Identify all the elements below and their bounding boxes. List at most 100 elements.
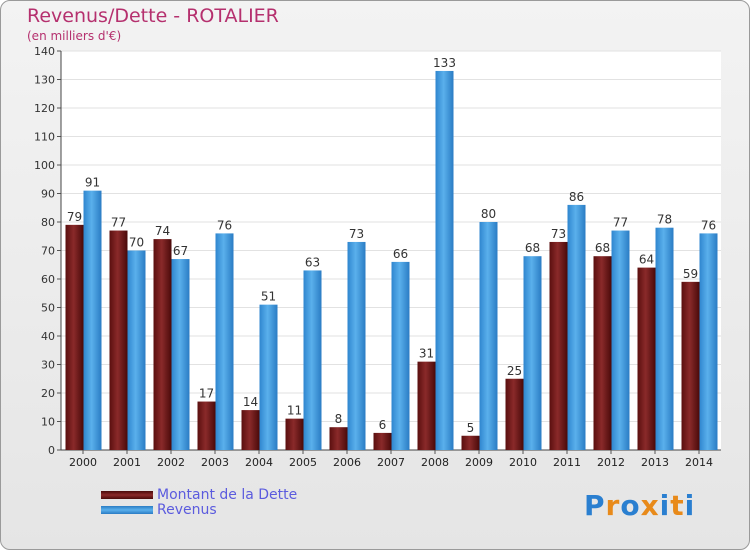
legend: Montant de la Dette Revenus xyxy=(101,486,298,518)
bar-revenus-2004 xyxy=(259,304,278,450)
data-label-revenus-2000: 91 xyxy=(85,176,100,190)
data-label-dette-2010: 25 xyxy=(507,364,522,378)
bar-revenus-2003 xyxy=(215,233,234,450)
data-label-dette-2011: 73 xyxy=(551,227,566,241)
data-label-dette-2000: 79 xyxy=(67,210,82,224)
logo-letter: x xyxy=(640,489,660,522)
data-label-dette-2006: 8 xyxy=(335,412,343,426)
bar-revenus-2008 xyxy=(435,70,454,450)
bar-revenus-2002 xyxy=(171,259,190,450)
legend-item-revenus: Revenus xyxy=(101,501,297,518)
x-tick-label: 2010 xyxy=(509,456,537,469)
y-tick-label: 130 xyxy=(34,74,55,87)
data-label-revenus-2014: 76 xyxy=(701,218,716,232)
data-label-dette-2004: 14 xyxy=(243,395,258,409)
x-tick-label: 2012 xyxy=(597,456,625,469)
y-tick-label: 50 xyxy=(41,302,55,315)
bar-revenus-2011 xyxy=(567,204,586,450)
data-label-revenus-2004: 51 xyxy=(261,290,276,304)
x-tick-label: 2009 xyxy=(465,456,493,469)
x-tick-label: 2005 xyxy=(289,456,317,469)
data-label-dette-2012: 68 xyxy=(595,241,610,255)
bar-dette-2002 xyxy=(153,239,172,450)
data-label-dette-2001: 77 xyxy=(111,216,126,230)
chart-title: Revenus/Dette - ROTALIER xyxy=(27,5,279,27)
data-label-revenus-2003: 76 xyxy=(217,218,232,232)
x-tick-label: 2013 xyxy=(641,456,669,469)
logo-letter: r xyxy=(605,489,621,522)
legend-item-dette: Montant de la Dette xyxy=(101,486,298,503)
bar-revenus-2010 xyxy=(523,256,542,450)
bar-dette-2007 xyxy=(373,432,392,450)
bar-dette-2012 xyxy=(593,256,612,450)
y-tick-label: 0 xyxy=(48,444,55,457)
bar-dette-2003 xyxy=(197,401,216,450)
y-tick-label: 70 xyxy=(41,245,55,258)
bar-dette-2001 xyxy=(109,230,128,450)
bar-dette-2008 xyxy=(417,361,436,450)
data-label-revenus-2012: 77 xyxy=(613,216,628,230)
bar-dette-2014 xyxy=(681,281,700,450)
x-tick-label: 2011 xyxy=(553,456,581,469)
bar-dette-2009 xyxy=(461,435,480,450)
y-tick-label: 110 xyxy=(34,131,55,144)
data-label-dette-2003: 17 xyxy=(199,387,214,401)
bar-revenus-2007 xyxy=(391,261,410,450)
y-tick-label: 90 xyxy=(41,188,55,201)
x-tick-label: 2004 xyxy=(245,456,273,469)
data-label-dette-2014: 59 xyxy=(683,267,698,281)
data-label-dette-2007: 6 xyxy=(379,418,387,432)
data-label-revenus-2008: 133 xyxy=(433,56,456,70)
data-label-revenus-2005: 63 xyxy=(305,255,320,269)
chart-subtitle: (en milliers d'€) xyxy=(27,29,122,43)
bar-revenus-2006 xyxy=(347,241,366,450)
logo-letter: o xyxy=(620,489,641,522)
legend-label-dette: Montant de la Dette xyxy=(157,486,298,503)
bar-revenus-2012 xyxy=(611,230,630,450)
x-tick-label: 2006 xyxy=(333,456,361,469)
bar-revenus-2013 xyxy=(655,227,674,450)
bar-dette-2005 xyxy=(285,418,304,450)
x-tick-label: 2014 xyxy=(685,456,713,469)
y-tick-label: 30 xyxy=(41,359,55,372)
data-label-revenus-2006: 73 xyxy=(349,227,364,241)
y-tick-label: 40 xyxy=(41,330,55,343)
x-tick-label: 2001 xyxy=(113,456,141,469)
legend-label-revenus: Revenus xyxy=(157,501,217,518)
bar-revenus-2014 xyxy=(699,233,718,450)
bar-dette-2011 xyxy=(549,241,568,450)
bar-revenus-2000 xyxy=(83,190,102,450)
x-tick-label: 2002 xyxy=(157,456,185,469)
data-label-dette-2008: 31 xyxy=(419,347,434,361)
data-label-revenus-2009: 80 xyxy=(481,207,496,221)
bar-revenus-2001 xyxy=(127,250,146,450)
logo-letter: P xyxy=(584,489,606,522)
y-tick-label: 10 xyxy=(41,416,55,429)
bar-dette-2004 xyxy=(241,410,260,450)
y-tick-label: 60 xyxy=(41,273,55,286)
logo-letter: i xyxy=(684,489,696,522)
bar-dette-2010 xyxy=(505,378,524,450)
data-label-revenus-2001: 70 xyxy=(129,236,144,250)
data-label-revenus-2011: 86 xyxy=(569,190,584,204)
logo-letter: i xyxy=(659,489,671,522)
legend-swatch-revenus xyxy=(101,505,153,514)
data-label-dette-2009: 5 xyxy=(467,421,475,435)
y-tick-label: 100 xyxy=(34,159,55,172)
y-tick-label: 20 xyxy=(41,387,55,400)
bar-dette-2000 xyxy=(65,224,84,450)
bar-revenus-2009 xyxy=(479,222,498,450)
x-tick-label: 2000 xyxy=(69,456,97,469)
x-tick-label: 2008 xyxy=(421,456,449,469)
bar-dette-2013 xyxy=(637,267,656,450)
data-label-revenus-2002: 67 xyxy=(173,244,188,258)
y-tick-label: 80 xyxy=(41,216,55,229)
bar-revenus-2005 xyxy=(303,270,322,450)
data-label-revenus-2007: 66 xyxy=(393,247,408,261)
data-label-revenus-2013: 78 xyxy=(657,213,672,227)
logo-letter: t xyxy=(670,489,685,522)
data-label-dette-2002: 74 xyxy=(155,224,170,238)
x-tick-label: 2007 xyxy=(377,456,405,469)
